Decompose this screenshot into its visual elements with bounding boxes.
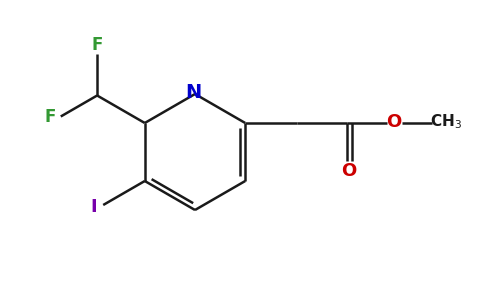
Text: F: F xyxy=(44,107,56,125)
Text: CH$_3$: CH$_3$ xyxy=(430,112,462,131)
Text: O: O xyxy=(387,113,402,131)
Text: I: I xyxy=(90,198,96,216)
Text: F: F xyxy=(91,35,103,53)
Text: O: O xyxy=(342,162,357,180)
Text: N: N xyxy=(185,83,201,103)
